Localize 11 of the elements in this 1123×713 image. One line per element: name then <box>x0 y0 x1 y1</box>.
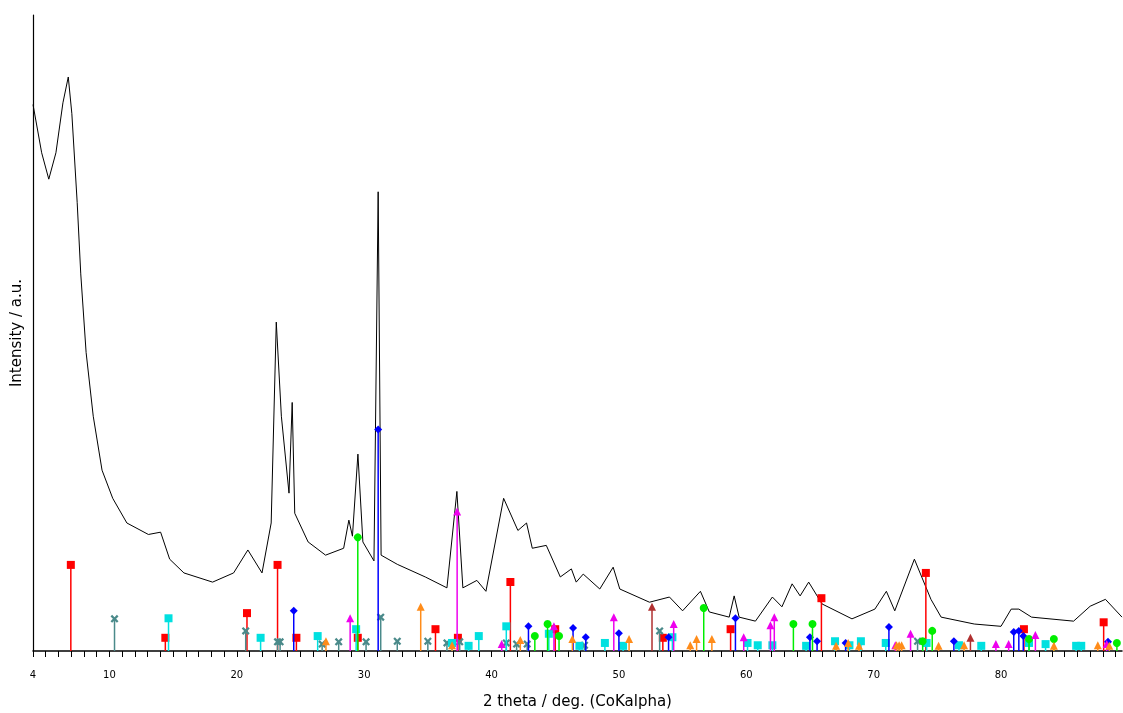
x-tick-label: 70 <box>867 668 880 680</box>
x-tick-label: 60 <box>739 668 753 680</box>
x-tick-label: 10 <box>103 668 116 680</box>
x-tick-label: 80 <box>994 668 1008 680</box>
y-axis-title: Intensity / a.u. <box>6 278 25 388</box>
x-axis-title: 2 theta / deg. (CoKalpha) <box>483 691 672 710</box>
x-tick-label: 40 <box>485 668 498 680</box>
x-tick-label: 30 <box>357 668 371 680</box>
x-tick-label: 4 <box>29 668 37 680</box>
x-tick-label: 20 <box>230 668 244 680</box>
x-tick-label: 50 <box>612 668 626 680</box>
